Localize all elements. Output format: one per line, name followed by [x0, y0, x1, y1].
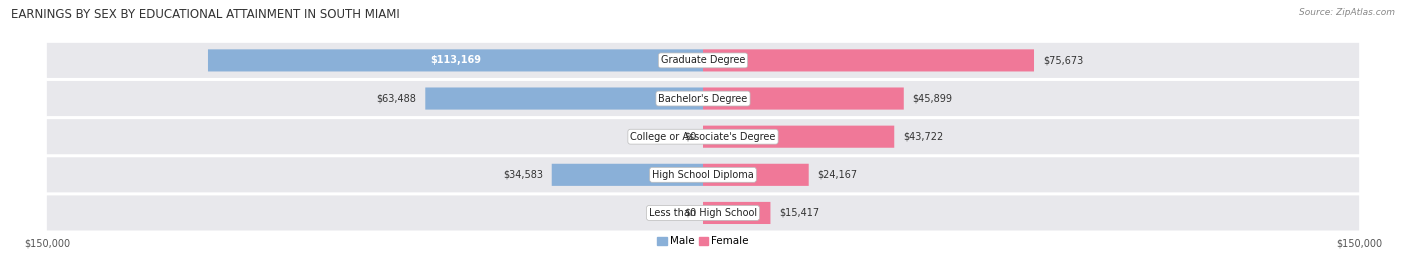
Text: EARNINGS BY SEX BY EDUCATIONAL ATTAINMENT IN SOUTH MIAMI: EARNINGS BY SEX BY EDUCATIONAL ATTAINMEN…	[11, 8, 399, 21]
FancyBboxPatch shape	[46, 157, 1360, 192]
Text: High School Diploma: High School Diploma	[652, 170, 754, 180]
FancyBboxPatch shape	[46, 119, 1360, 154]
Text: $113,169: $113,169	[430, 55, 481, 65]
Text: $63,488: $63,488	[377, 94, 416, 103]
Text: $0: $0	[685, 132, 696, 142]
FancyBboxPatch shape	[425, 87, 703, 110]
FancyBboxPatch shape	[703, 164, 808, 186]
FancyBboxPatch shape	[46, 81, 1360, 116]
FancyBboxPatch shape	[46, 43, 1360, 78]
Legend: Male, Female: Male, Female	[658, 236, 748, 247]
Text: $45,899: $45,899	[912, 94, 952, 103]
Text: Graduate Degree: Graduate Degree	[661, 55, 745, 65]
FancyBboxPatch shape	[208, 49, 703, 72]
FancyBboxPatch shape	[703, 126, 894, 148]
Text: $34,583: $34,583	[503, 170, 543, 180]
FancyBboxPatch shape	[703, 202, 770, 224]
Text: $24,167: $24,167	[817, 170, 858, 180]
Text: Bachelor's Degree: Bachelor's Degree	[658, 94, 748, 103]
FancyBboxPatch shape	[703, 87, 904, 110]
Text: $75,673: $75,673	[1043, 55, 1083, 65]
Text: $0: $0	[685, 208, 696, 218]
Text: $15,417: $15,417	[779, 208, 820, 218]
Text: Source: ZipAtlas.com: Source: ZipAtlas.com	[1299, 8, 1395, 17]
FancyBboxPatch shape	[46, 195, 1360, 230]
Text: College or Associate's Degree: College or Associate's Degree	[630, 132, 776, 142]
Text: Less than High School: Less than High School	[650, 208, 756, 218]
Text: $43,722: $43,722	[903, 132, 943, 142]
FancyBboxPatch shape	[703, 49, 1033, 72]
FancyBboxPatch shape	[551, 164, 703, 186]
